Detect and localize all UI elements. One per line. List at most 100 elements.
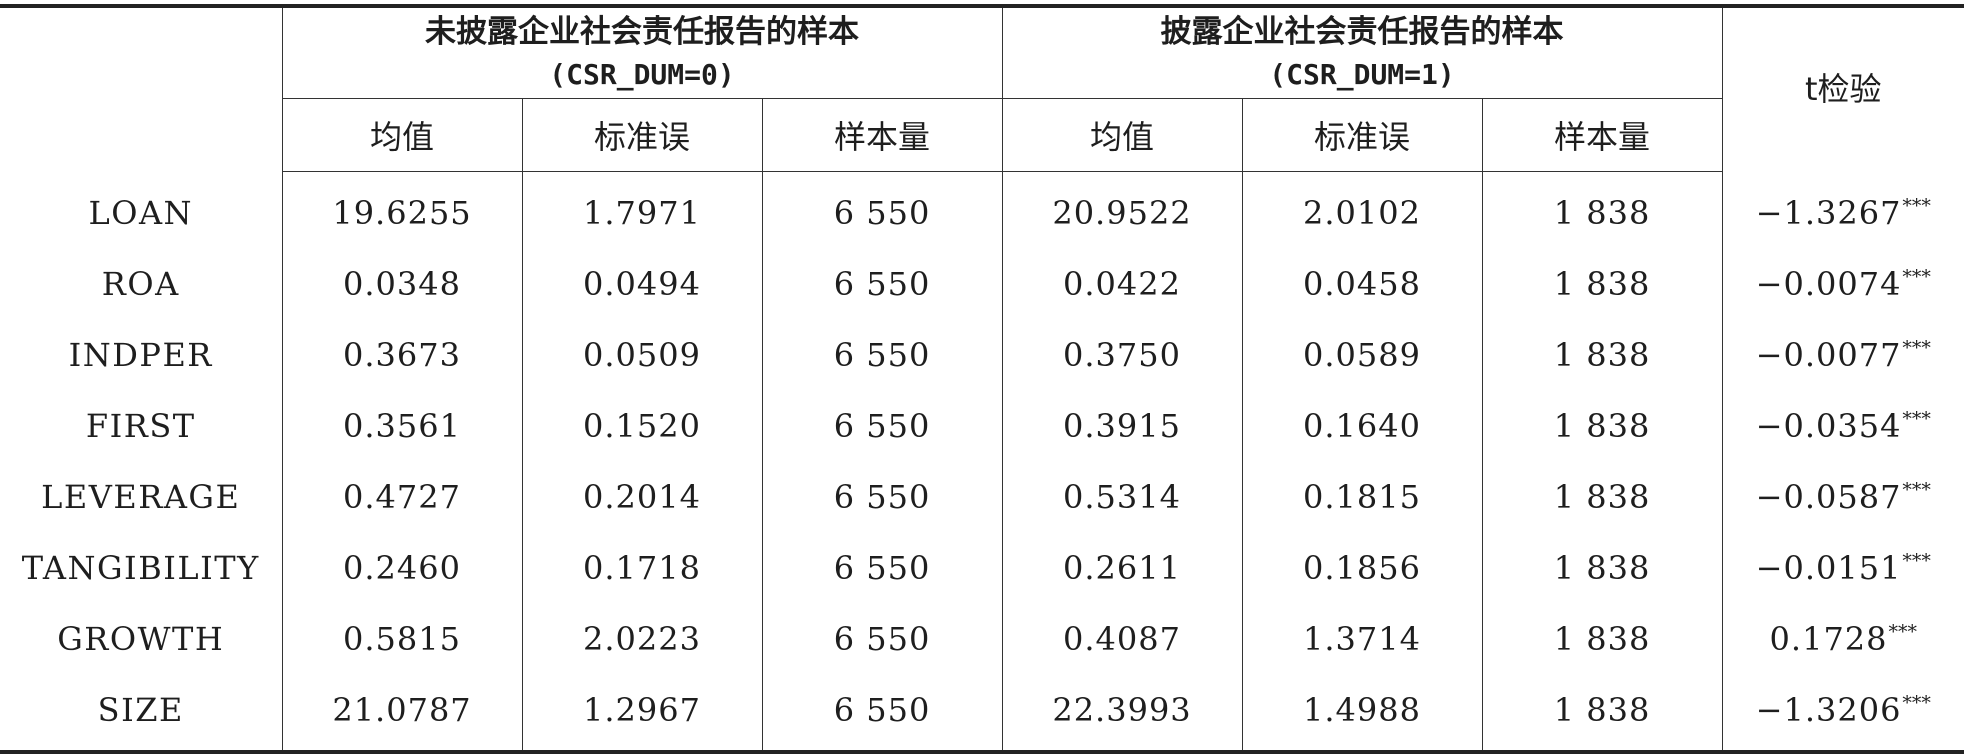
cell-se-csr: 2.0102 [1241, 171, 1483, 249]
cell-n-csr: 1 838 [1481, 390, 1723, 462]
cell-variable: LOAN [0, 171, 283, 249]
t-value: −1.3267 [1755, 193, 1902, 232]
cell-mean-no-csr: 0.4727 [281, 461, 523, 533]
cell-t-test: −0.0587*** [1721, 461, 1964, 533]
cell-t-test: −1.3206*** [1721, 674, 1964, 752]
significance-stars: *** [1902, 692, 1931, 714]
header-group-no-csr-sub: (CSR_DUM=0) [549, 57, 735, 91]
table-row: GROWTH 0.5815 2.0223 6 550 0.4087 1.3714 1 838… [0, 603, 1964, 675]
header-n-1: 样本量 [1481, 98, 1723, 172]
cell-se-no-csr: 0.2014 [521, 461, 763, 533]
header-se-0: 标准误 [521, 98, 763, 172]
cell-variable: LEVERAGE [0, 461, 283, 533]
cell-t-test: −0.0151*** [1721, 532, 1964, 604]
cell-se-no-csr: 0.0509 [521, 319, 763, 391]
cell-se-no-csr: 0.0494 [521, 248, 763, 320]
cell-t-test: −0.0354*** [1721, 390, 1964, 462]
t-value: −0.0354 [1755, 407, 1902, 445]
table-wrapper: 未披露企业社会责任报告的样本 (CSR_DUM=0) 披露企业社会责任报告的样本… [0, 4, 1964, 754]
cell-n-csr: 1 838 [1481, 461, 1723, 533]
table-header: 未披露企业社会责任报告的样本 (CSR_DUM=0) 披露企业社会责任报告的样本… [0, 6, 1964, 172]
cell-n-csr: 1 838 [1481, 532, 1723, 604]
cell-se-no-csr: 0.1718 [521, 532, 763, 604]
variable-header-blank [0, 6, 283, 171]
table-row: FIRST 0.3561 0.1520 6 550 0.3915 0.1640 1 838−… [0, 390, 1964, 462]
header-group-no-csr: 未披露企业社会责任报告的样本 (CSR_DUM=0) [281, 6, 1003, 98]
cell-t-test: 0.1728*** [1721, 603, 1964, 675]
cell-mean-no-csr: 21.0787 [281, 674, 523, 752]
cell-mean-csr: 0.5314 [1001, 461, 1243, 533]
cell-mean-csr: 0.2611 [1001, 532, 1243, 604]
cell-variable: SIZE [0, 674, 283, 752]
cell-n-csr: 1 838 [1481, 248, 1723, 320]
cell-se-csr: 1.3714 [1241, 603, 1483, 675]
cell-mean-no-csr: 0.3673 [281, 319, 523, 391]
cell-n-no-csr: 6 550 [761, 171, 1003, 249]
cell-mean-no-csr: 0.3561 [281, 390, 523, 462]
cell-variable: ROA [0, 248, 283, 320]
significance-stars: *** [1902, 337, 1931, 359]
cell-se-csr: 0.1815 [1241, 461, 1483, 533]
header-se-1: 标准误 [1241, 98, 1483, 172]
cell-n-no-csr: 6 550 [761, 390, 1003, 462]
cell-se-csr: 0.0589 [1241, 319, 1483, 391]
table-row: INDPER 0.3673 0.0509 6 550 0.3750 0.0589 1 838… [0, 319, 1964, 391]
cell-n-no-csr: 6 550 [761, 319, 1003, 391]
cell-mean-csr: 20.9522 [1001, 171, 1243, 249]
cell-mean-csr: 22.3993 [1001, 674, 1243, 752]
header-group-csr-title: 披露企业社会责任报告的样本 [1160, 13, 1564, 50]
cell-se-no-csr: 1.2967 [521, 674, 763, 752]
significance-stars: *** [1902, 550, 1931, 572]
t-value: −0.0151 [1755, 549, 1902, 587]
cell-mean-no-csr: 0.5815 [281, 603, 523, 675]
significance-stars: *** [1902, 194, 1931, 217]
cell-n-no-csr: 6 550 [761, 603, 1003, 675]
significance-stars: *** [1902, 479, 1931, 501]
header-mean-1: 均值 [1001, 98, 1243, 172]
cell-se-no-csr: 0.1520 [521, 390, 763, 462]
cell-n-no-csr: 6 550 [761, 248, 1003, 320]
header-n-0: 样本量 [761, 98, 1003, 172]
header-group-no-csr-title: 未披露企业社会责任报告的样本 [425, 13, 859, 50]
cell-n-no-csr: 6 550 [761, 674, 1003, 752]
header-ttest: t检验 [1721, 6, 1964, 171]
cell-se-csr: 0.1640 [1241, 390, 1483, 462]
cell-se-csr: 1.4988 [1241, 674, 1483, 752]
cell-mean-csr: 0.0422 [1001, 248, 1243, 320]
table-row: ROA 0.0348 0.0494 6 550 0.0422 0.0458 1 838 −0.… [0, 248, 1964, 320]
descriptive-stats-table: 未披露企业社会责任报告的样本 (CSR_DUM=0) 披露企业社会责任报告的样本… [0, 4, 1964, 754]
cell-mean-csr: 0.3915 [1001, 390, 1243, 462]
header-mean-0: 均值 [282, 98, 523, 172]
header-sub-row: 均值 标准误 样本量 均值 标准误 样本量 [0, 98, 1964, 172]
cell-variable: TANGIBILITY [0, 532, 283, 604]
cell-mean-no-csr: 0.0348 [281, 248, 523, 320]
table-body: LOAN 19.6255 1.7971 6 550 20.9522 2.0102 1 838… [0, 171, 1964, 752]
cell-n-no-csr: 6 550 [761, 532, 1003, 604]
cell-variable: GROWTH [0, 603, 283, 675]
cell-se-no-csr: 1.7971 [521, 171, 763, 249]
cell-t-test: −1.3267*** [1721, 171, 1964, 249]
cell-n-csr: 1 838 [1481, 603, 1723, 675]
cell-variable: FIRST [0, 390, 283, 462]
table-row: TANGIBILITY 0.2460 0.1718 6 550 0.2611 0.1856… [0, 532, 1964, 604]
cell-n-no-csr: 6 550 [761, 461, 1003, 533]
header-group-csr-sub: (CSR_DUM=1) [1269, 57, 1455, 91]
cell-n-csr: 1 838 [1481, 319, 1723, 391]
table-row: LEVERAGE 0.4727 0.2014 6 550 0.5314 0.1815 1 8… [0, 461, 1964, 533]
cell-n-csr: 1 838 [1481, 171, 1723, 249]
cell-variable: INDPER [0, 319, 283, 391]
t-value: −0.0587 [1755, 478, 1902, 516]
significance-stars: *** [1902, 266, 1931, 288]
cell-se-csr: 0.1856 [1241, 532, 1483, 604]
significance-stars: *** [1888, 621, 1918, 643]
header-group-csr: 披露企业社会责任报告的样本 (CSR_DUM=1) [1001, 6, 1723, 98]
cell-mean-no-csr: 0.2460 [281, 532, 523, 604]
t-value: −0.0074 [1755, 265, 1902, 303]
cell-t-test: −0.0077*** [1721, 319, 1964, 391]
t-value: 0.1728 [1769, 620, 1888, 658]
header-group-row: 未披露企业社会责任报告的样本 (CSR_DUM=0) 披露企业社会责任报告的样本… [0, 6, 1964, 171]
cell-mean-csr: 0.4087 [1001, 603, 1243, 675]
cell-se-csr: 0.0458 [1241, 248, 1483, 320]
table-row: LOAN 19.6255 1.7971 6 550 20.9522 2.0102 1 838… [0, 171, 1964, 249]
significance-stars: *** [1902, 408, 1931, 430]
